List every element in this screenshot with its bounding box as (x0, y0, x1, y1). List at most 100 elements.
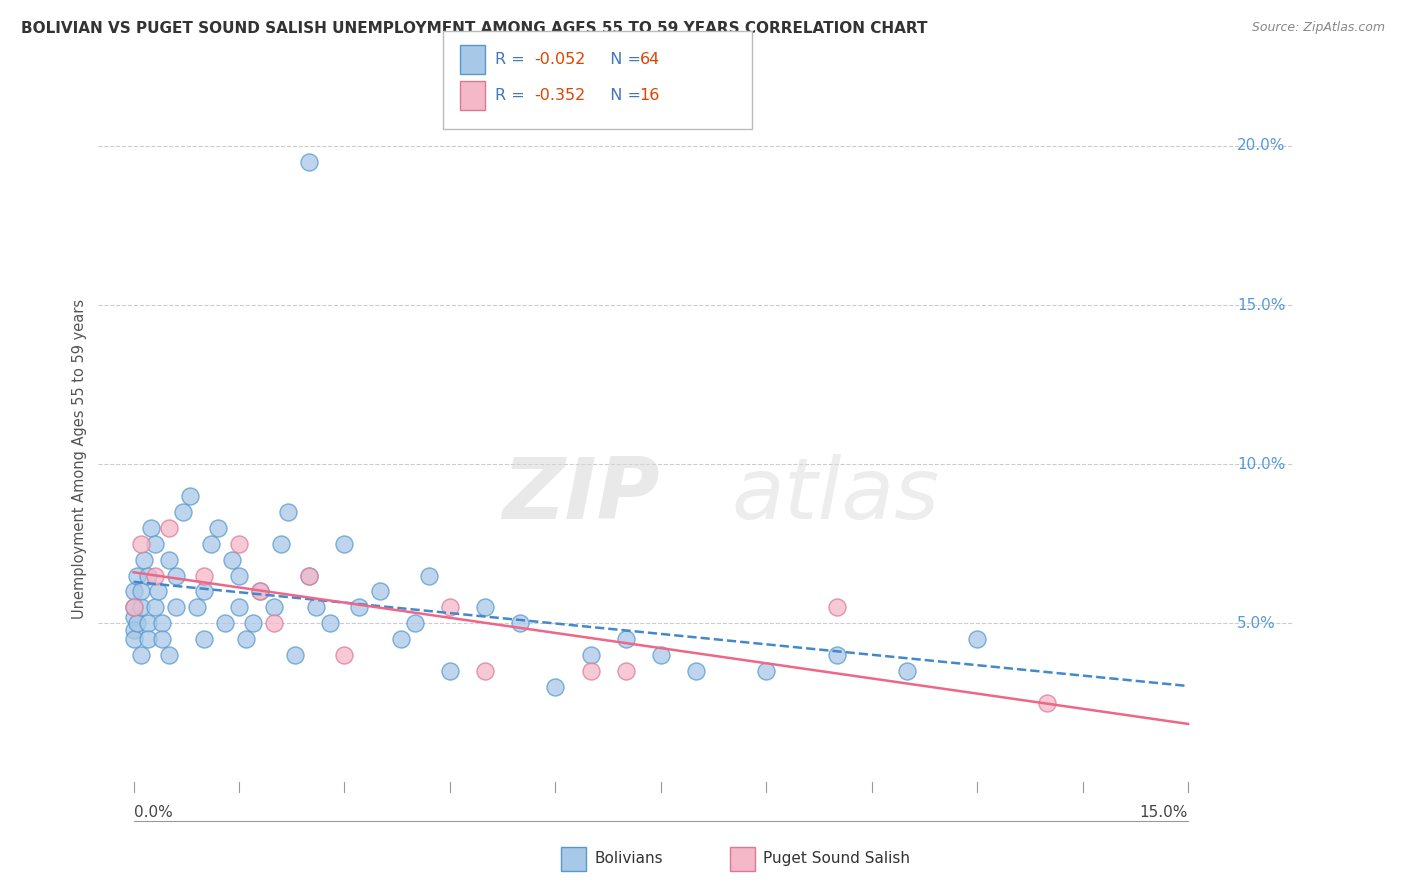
Point (249, 584, 271, 599)
Point (242, 616, 264, 631)
Point (165, 600, 187, 615)
Point (347, 600, 370, 615)
Point (418, 568, 440, 582)
Point (263, 616, 285, 631)
Point (143, 537, 166, 551)
Point (298, 568, 321, 582)
Point (143, 568, 166, 582)
Point (249, 584, 271, 599)
Point (127, 616, 149, 631)
Point (193, 632, 215, 647)
Point (474, 664, 496, 678)
Point (277, 505, 299, 519)
Point (122, 610, 145, 624)
Point (298, 154, 321, 169)
Text: Puget Sound Salish: Puget Sound Salish (763, 852, 911, 866)
Point (509, 616, 531, 631)
Text: 15.0%: 15.0% (1140, 805, 1188, 820)
Text: Bolivians: Bolivians (595, 852, 664, 866)
Point (319, 616, 342, 631)
Point (966, 632, 988, 647)
Text: BOLIVIAN VS PUGET SOUND SALISH UNEMPLOYMENT AMONG AGES 55 TO 59 YEARS CORRELATIO: BOLIVIAN VS PUGET SOUND SALISH UNEMPLOYM… (21, 21, 928, 36)
Text: R =: R = (495, 53, 530, 67)
Point (228, 537, 250, 551)
Point (298, 568, 321, 582)
Point (148, 584, 170, 599)
Text: 10.0%: 10.0% (1237, 457, 1285, 472)
Text: N =: N = (600, 53, 647, 67)
Text: 16: 16 (640, 88, 659, 103)
Point (129, 648, 152, 662)
Point (122, 600, 145, 615)
Text: 0.0%: 0.0% (134, 805, 173, 820)
Point (122, 632, 145, 647)
Point (389, 632, 412, 647)
Point (136, 616, 159, 631)
Point (143, 600, 166, 615)
Point (179, 489, 201, 503)
Point (165, 568, 187, 582)
Point (141, 521, 163, 535)
Point (122, 600, 145, 615)
Point (193, 568, 215, 582)
Point (172, 505, 194, 519)
Point (579, 664, 602, 678)
Point (825, 648, 848, 662)
Point (544, 680, 567, 694)
Text: 15.0%: 15.0% (1237, 298, 1285, 312)
Point (333, 537, 356, 551)
Point (333, 648, 356, 662)
Point (614, 632, 637, 647)
Point (129, 600, 152, 615)
Text: Source: ZipAtlas.com: Source: ZipAtlas.com (1251, 21, 1385, 34)
Text: 20.0%: 20.0% (1237, 138, 1285, 153)
Point (157, 552, 180, 566)
Text: 5.0%: 5.0% (1237, 615, 1277, 631)
Point (305, 600, 328, 615)
Text: N =: N = (600, 88, 647, 103)
Point (207, 521, 229, 535)
Point (650, 648, 672, 662)
Point (474, 600, 496, 615)
Point (1036, 696, 1059, 710)
Point (136, 568, 159, 582)
Point (122, 584, 145, 599)
Point (150, 632, 173, 647)
Point (150, 616, 173, 631)
Point (755, 664, 778, 678)
Point (825, 600, 848, 615)
Point (214, 616, 236, 631)
Point (896, 664, 918, 678)
Point (228, 600, 250, 615)
Text: atlas: atlas (733, 454, 939, 537)
Text: -0.052: -0.052 (534, 53, 586, 67)
Point (186, 600, 208, 615)
Text: R =: R = (495, 88, 530, 103)
Point (122, 623, 145, 637)
Point (129, 584, 152, 599)
Point (157, 648, 180, 662)
Point (685, 664, 707, 678)
Point (439, 664, 461, 678)
Point (263, 600, 285, 615)
Point (200, 537, 222, 551)
Point (235, 632, 257, 647)
Point (129, 537, 152, 551)
Point (221, 552, 243, 566)
Point (157, 521, 180, 535)
Point (132, 552, 156, 566)
Point (193, 584, 215, 599)
Point (270, 537, 292, 551)
Point (404, 616, 426, 631)
Point (136, 632, 159, 647)
Text: ZIP: ZIP (502, 454, 661, 537)
Text: 64: 64 (640, 53, 659, 67)
Point (579, 648, 602, 662)
Text: -0.352: -0.352 (534, 88, 585, 103)
Point (228, 568, 250, 582)
Point (127, 568, 149, 582)
Y-axis label: Unemployment Among Ages 55 to 59 years: Unemployment Among Ages 55 to 59 years (72, 300, 87, 619)
Point (614, 664, 637, 678)
Point (284, 648, 307, 662)
Point (439, 600, 461, 615)
